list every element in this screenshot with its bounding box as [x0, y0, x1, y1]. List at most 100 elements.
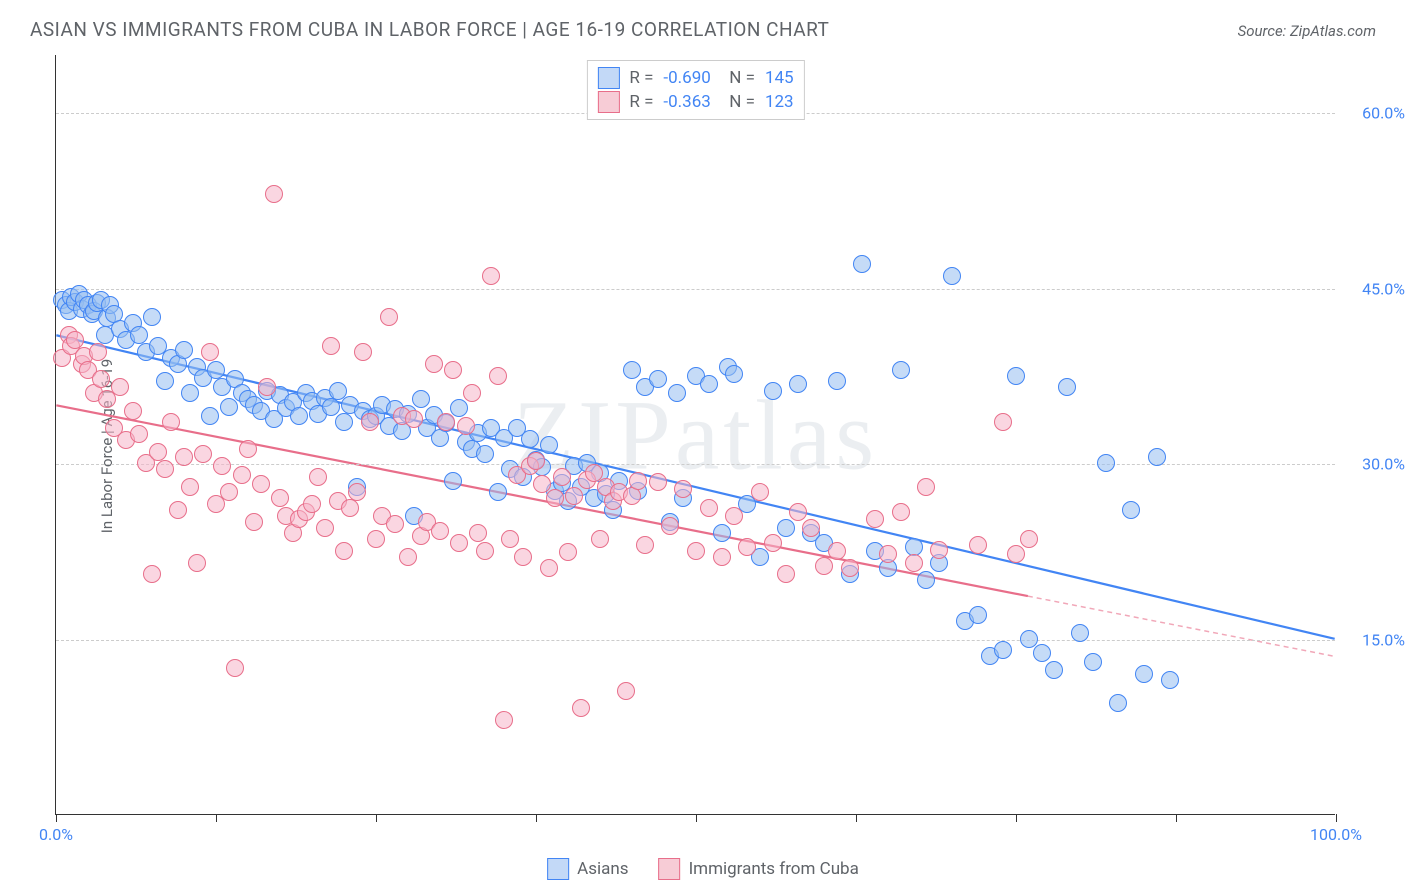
legend-swatch	[547, 858, 569, 880]
scatter-point	[553, 468, 571, 486]
scatter-point	[252, 475, 270, 493]
scatter-point	[591, 530, 609, 548]
scatter-point	[674, 480, 692, 498]
scatter-point	[623, 361, 641, 379]
scatter-point	[700, 375, 718, 393]
scatter-point	[853, 255, 871, 273]
scatter-point	[764, 534, 782, 552]
scatter-point	[501, 530, 519, 548]
scatter-point	[1020, 530, 1038, 548]
scatter-point	[1097, 454, 1115, 472]
scatter-point	[92, 370, 110, 388]
scatter-point	[994, 413, 1012, 431]
scatter-point	[316, 519, 334, 537]
scatter-point	[700, 499, 718, 517]
scatter-point	[636, 536, 654, 554]
scatter-point	[815, 557, 833, 575]
scatter-point	[181, 384, 199, 402]
gridline-horizontal	[56, 640, 1335, 641]
scatter-point	[1007, 545, 1025, 563]
scatter-point	[450, 534, 468, 552]
scatter-point	[1148, 448, 1166, 466]
chart-title: ASIAN VS IMMIGRANTS FROM CUBA IN LABOR F…	[30, 18, 829, 41]
scatter-point	[175, 341, 193, 359]
scatter-point	[437, 413, 455, 431]
scatter-point	[687, 542, 705, 560]
series-legend: Asians Immigrants from Cuba	[547, 858, 859, 880]
scatter-point	[565, 487, 583, 505]
scatter-point	[425, 355, 443, 373]
scatter-point	[994, 641, 1012, 659]
scatter-point	[617, 682, 635, 700]
scatter-point	[220, 398, 238, 416]
scatter-point	[450, 399, 468, 417]
scatter-point	[156, 372, 174, 390]
scatter-point	[444, 361, 462, 379]
scatter-point	[1122, 501, 1140, 519]
scatter-point	[738, 538, 756, 556]
scatter-point	[303, 495, 321, 513]
scatter-point	[629, 472, 647, 490]
scatter-point	[892, 503, 910, 521]
scatter-point	[1045, 661, 1063, 679]
scatter-point	[1135, 665, 1153, 683]
scatter-point	[457, 417, 475, 435]
scatter-point	[476, 445, 494, 463]
scatter-point	[969, 606, 987, 624]
scatter-point	[751, 483, 769, 501]
scatter-point	[348, 483, 366, 501]
scatter-point	[156, 460, 174, 478]
scatter-point	[322, 398, 340, 416]
x-tick	[376, 814, 377, 822]
x-tick	[536, 814, 537, 822]
chart-plot-area: ZIPatlas 15.0%30.0%45.0%60.0%0.0%100.0% …	[55, 55, 1335, 815]
scatter-point	[1071, 624, 1089, 642]
scatter-point	[969, 536, 987, 554]
scatter-point	[828, 542, 846, 560]
scatter-point	[559, 543, 577, 561]
scatter-point	[431, 522, 449, 540]
x-tick	[1336, 814, 1337, 822]
scatter-point	[271, 489, 289, 507]
scatter-point	[1161, 671, 1179, 689]
scatter-point	[201, 407, 219, 425]
r-value: -0.690	[663, 68, 710, 88]
scatter-point	[1109, 694, 1127, 712]
legend-label: Immigrants from Cuba	[689, 859, 859, 879]
scatter-point	[188, 554, 206, 572]
scatter-point	[181, 478, 199, 496]
scatter-point	[828, 372, 846, 390]
x-tick	[216, 814, 217, 822]
source-attribution: Source: ZipAtlas.com	[1238, 22, 1376, 40]
scatter-point	[322, 337, 340, 355]
scatter-point	[668, 384, 686, 402]
scatter-point	[335, 413, 353, 431]
r-label: R =	[629, 68, 653, 88]
scatter-point	[226, 659, 244, 677]
scatter-point	[661, 517, 679, 535]
scatter-point	[405, 410, 423, 428]
scatter-point	[930, 541, 948, 559]
scatter-point	[175, 448, 193, 466]
scatter-point	[444, 472, 462, 490]
gridline-horizontal	[56, 464, 1335, 465]
scatter-point	[194, 445, 212, 463]
scatter-point	[764, 382, 782, 400]
scatter-point	[149, 443, 167, 461]
scatter-point	[213, 457, 231, 475]
scatter-point	[789, 375, 807, 393]
scatter-point	[495, 711, 513, 729]
scatter-point	[143, 565, 161, 583]
scatter-point	[1058, 378, 1076, 396]
legend-item: Asians	[547, 858, 628, 880]
scatter-point	[514, 548, 532, 566]
scatter-point	[527, 452, 545, 470]
scatter-point	[1033, 644, 1051, 662]
scatter-point	[162, 413, 180, 431]
scatter-point	[290, 407, 308, 425]
scatter-point	[130, 425, 148, 443]
x-tick	[696, 814, 697, 822]
scatter-point	[879, 545, 897, 563]
scatter-point	[713, 548, 731, 566]
x-tick-label: 0.0%	[39, 825, 73, 844]
